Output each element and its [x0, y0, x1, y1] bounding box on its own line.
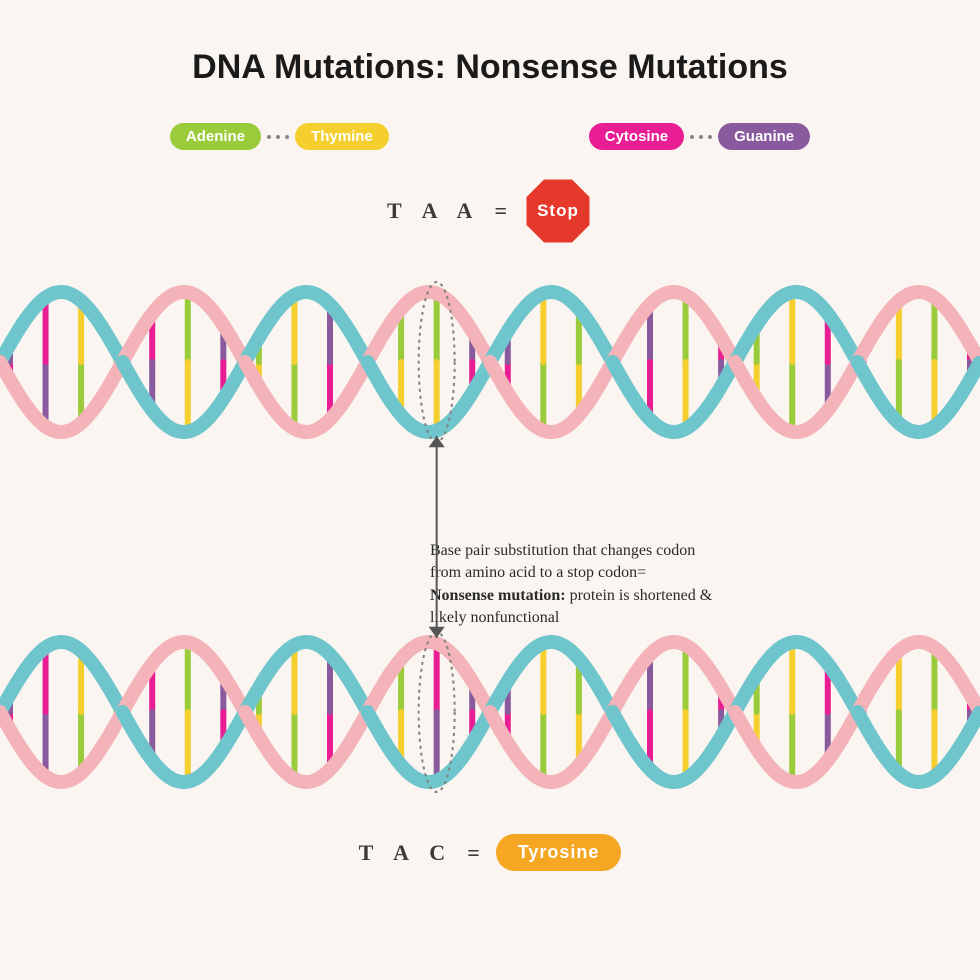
legend-thymine: Thymine — [295, 123, 389, 150]
connector-dots-icon — [267, 135, 289, 139]
connector-dots-icon — [690, 135, 712, 139]
codon-top-row: T A A = Stop — [0, 176, 980, 246]
dna-helix-top — [0, 252, 980, 472]
legend-adenine: Adenine — [170, 123, 261, 150]
stop-sign-label: Stop — [537, 201, 579, 221]
legend-pair-cg: Cytosine Guanine — [589, 123, 810, 150]
equals-sign: = — [467, 840, 482, 866]
legend-pair-at: Adenine Thymine — [170, 123, 389, 150]
dna-helix-bottom — [0, 602, 980, 822]
tyrosine-pill: Tyrosine — [496, 834, 622, 871]
legend-row: Adenine Thymine Cytosine Guanine — [0, 123, 980, 150]
codon-top-sequence: T A A — [387, 198, 480, 224]
stop-sign-icon: Stop — [523, 176, 593, 246]
equals-sign: = — [494, 198, 509, 224]
legend-guanine: Guanine — [718, 123, 810, 150]
codon-bottom-sequence: T A C — [359, 840, 454, 866]
page-title: DNA Mutations: Nonsense Mutations — [0, 0, 980, 87]
codon-bottom-row: T A C = Tyrosine — [0, 834, 980, 871]
legend-cytosine: Cytosine — [589, 123, 684, 150]
